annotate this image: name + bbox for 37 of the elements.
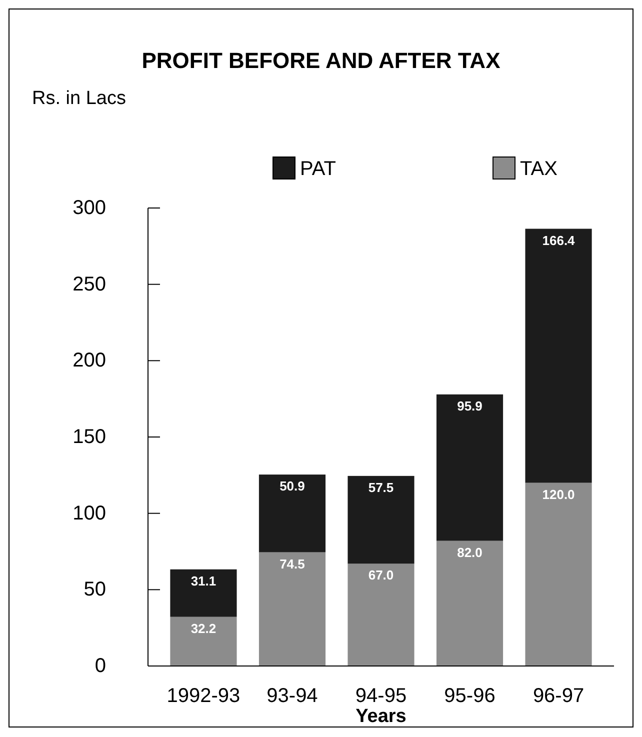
bar	[436, 394, 504, 541]
data-label: 67.0	[368, 568, 394, 583]
bar	[258, 474, 326, 552]
x-axis-title: Years	[356, 706, 406, 727]
bar	[170, 569, 237, 617]
x-tick-label: 1992-93	[166, 685, 240, 707]
data-label: 166.4	[542, 232, 576, 248]
y-tick-label: 0	[94, 655, 106, 677]
y-tick-label: 200	[72, 350, 106, 372]
data-label: 57.5	[368, 480, 394, 495]
bar	[525, 228, 592, 483]
x-tick-label: 93-94	[266, 685, 318, 707]
bar	[436, 540, 504, 666]
bar	[348, 476, 414, 564]
data-label: 74.5	[280, 556, 305, 572]
legend-label: PAT	[300, 158, 336, 180]
x-tick-label: 94-95	[355, 685, 407, 707]
bar	[348, 564, 414, 666]
y-tick-label: 300	[72, 197, 106, 219]
bar	[525, 482, 592, 666]
data-label: 82.0	[457, 544, 482, 560]
y-tick-label: 150	[72, 426, 106, 448]
data-label: 120.0	[542, 486, 575, 502]
legend-label: TAX	[520, 158, 558, 180]
y-tick-label: 100	[72, 502, 106, 524]
bar	[170, 616, 237, 666]
x-tick-label: 96-97	[532, 685, 584, 707]
chart-title: PROFIT BEFORE AND AFTER TAX	[142, 48, 501, 73]
data-label: 95.9	[457, 398, 482, 414]
y-tick-label: 50	[84, 578, 106, 601]
y-axis-title: Rs. in Lacs	[32, 88, 126, 109]
bar	[258, 552, 326, 666]
data-label: 31.1	[190, 573, 216, 588]
y-tick-label: 250	[72, 273, 106, 296]
data-label: 32.2	[190, 620, 216, 636]
data-label: 50.9	[280, 478, 305, 494]
x-tick-label: 95-96	[444, 685, 496, 707]
